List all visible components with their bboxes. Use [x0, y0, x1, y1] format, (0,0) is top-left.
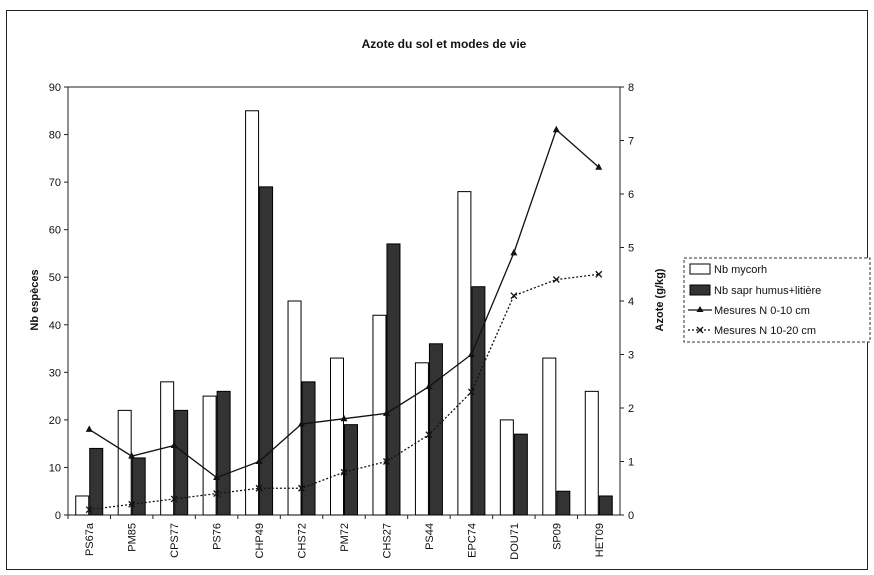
chart-title: Azote du sol et modes de vie: [362, 37, 527, 51]
y-axis-label: Nb espèces: [29, 269, 41, 330]
y2-tick-label: 1: [628, 457, 634, 469]
y-tick-label: 60: [49, 225, 61, 237]
bar-sapr: [131, 457, 146, 516]
bar-mycorh: [202, 395, 217, 516]
legend: Nb mycorh Nb sapr humus+litière Mesures …: [683, 257, 871, 343]
x-tick-label: CHS72: [297, 523, 309, 558]
bar-sapr: [471, 286, 486, 516]
point-n0-10: [213, 473, 221, 481]
point-n10-20: [298, 484, 305, 492]
legend-box: [683, 257, 871, 343]
bar-mycorh: [287, 300, 302, 516]
legend-label-n0-10: Mesures N 0-10 cm: [714, 305, 810, 317]
legend-label-sapr: Nb sapr humus+litière: [714, 285, 821, 297]
point-n10-20: [255, 484, 263, 492]
bar-mycorh: [75, 495, 90, 516]
point-n0-10: [467, 350, 475, 357]
y2-tick-label: 3: [628, 350, 634, 362]
bar-sapr: [174, 409, 189, 516]
point-n10-20: [425, 431, 433, 439]
point-n0-10: [255, 457, 263, 464]
y2-axis-label: Azote (g/kg): [654, 268, 666, 331]
y-tick-label: 80: [49, 130, 61, 142]
x-tick-label: CPS77: [169, 523, 181, 558]
y-tick-label: 20: [49, 415, 61, 427]
y2-tick-label: 7: [628, 136, 634, 148]
legend-swatch-mycorh: [689, 263, 711, 275]
bar-mycorh: [330, 357, 344, 516]
point-n10-20: [85, 506, 93, 514]
point-n0-10: [552, 125, 560, 133]
legend-marker-x: [696, 326, 704, 334]
y2-tick-label: 8: [628, 82, 634, 94]
point-n0-10: [298, 420, 306, 427]
y-tick-label: 30: [49, 367, 61, 379]
bar-mycorh: [457, 191, 472, 516]
y-tick-label: 50: [49, 272, 61, 284]
bar-sapr: [89, 447, 104, 516]
y-tick-label: 10: [49, 462, 61, 474]
y2-tick-label: 0: [628, 510, 634, 522]
x-tick-label: CHP49: [254, 523, 266, 558]
x-tick-label: EPC74: [466, 523, 478, 558]
bar-mycorh: [117, 409, 132, 516]
bar-sapr: [216, 390, 231, 516]
point-n10-20: [595, 270, 603, 278]
point-n10-20: [128, 500, 136, 508]
point-n0-10: [425, 382, 433, 390]
y2-tick-label: 6: [628, 189, 634, 201]
legend-label-n10-20: Mesures N 10-20 cm: [714, 325, 816, 337]
bar-sapr: [556, 490, 571, 516]
point-n10-20: [340, 468, 348, 476]
point-n0-10: [595, 163, 603, 170]
plot-area: 0 10 20 30 40 50 60 70 80 90 0 1 2 3 4 5 6 7 8 PS67a PM85 CPS…: [49, 82, 634, 560]
point-n0-10: [340, 414, 348, 422]
point-n0-10: [170, 441, 178, 448]
legend-marker-triangle: [696, 306, 704, 312]
y2-tick-label: 2: [628, 403, 634, 415]
point-n10-20: [213, 490, 221, 498]
legend-swatch-sapr: [689, 284, 711, 296]
point-n0-10: [85, 425, 93, 432]
point-n10-20: [467, 388, 475, 396]
legend-label-mycorh: Nb mycorh: [714, 264, 767, 276]
y-tick-label: 0: [55, 510, 61, 522]
bar-sapr: [513, 433, 528, 516]
x-tick-label: SP09: [551, 523, 563, 550]
bar-mycorh: [542, 357, 557, 516]
bar-mycorh: [584, 390, 599, 516]
x-tick-label: PM72: [339, 523, 351, 552]
bar-mycorh: [245, 110, 260, 516]
point-n0-10: [510, 248, 518, 256]
y-tick-label: 90: [49, 82, 61, 94]
bar-sapr: [386, 243, 401, 516]
y-tick-label: 70: [49, 177, 61, 189]
bar-sapr: [428, 343, 443, 516]
x-tick-label: PS67a: [84, 522, 96, 556]
y2-tick-label: 4: [628, 296, 634, 308]
y2-tick-label: 5: [628, 243, 634, 255]
x-tick-label: CHS27: [381, 523, 393, 558]
point-n0-10: [382, 409, 390, 416]
point-n10-20: [170, 495, 178, 503]
point-n10-20: [510, 292, 518, 300]
x-tick-label: PM85: [127, 523, 139, 552]
point-n10-20: [383, 458, 390, 465]
bar-sapr: [598, 495, 613, 516]
bar-sapr: [259, 186, 274, 516]
bar-sapr: [301, 381, 316, 516]
point-n10-20: [552, 276, 560, 284]
x-tick-label: PS76: [212, 523, 224, 550]
bar-mycorh: [499, 419, 514, 516]
x-tick-label: HET09: [594, 523, 606, 557]
y-tick-label: 40: [49, 320, 61, 332]
point-n0-10: [128, 452, 136, 459]
bar-sapr: [344, 424, 358, 516]
x-tick-label: PS44: [424, 523, 436, 550]
x-tick-label: DOU71: [509, 523, 521, 560]
